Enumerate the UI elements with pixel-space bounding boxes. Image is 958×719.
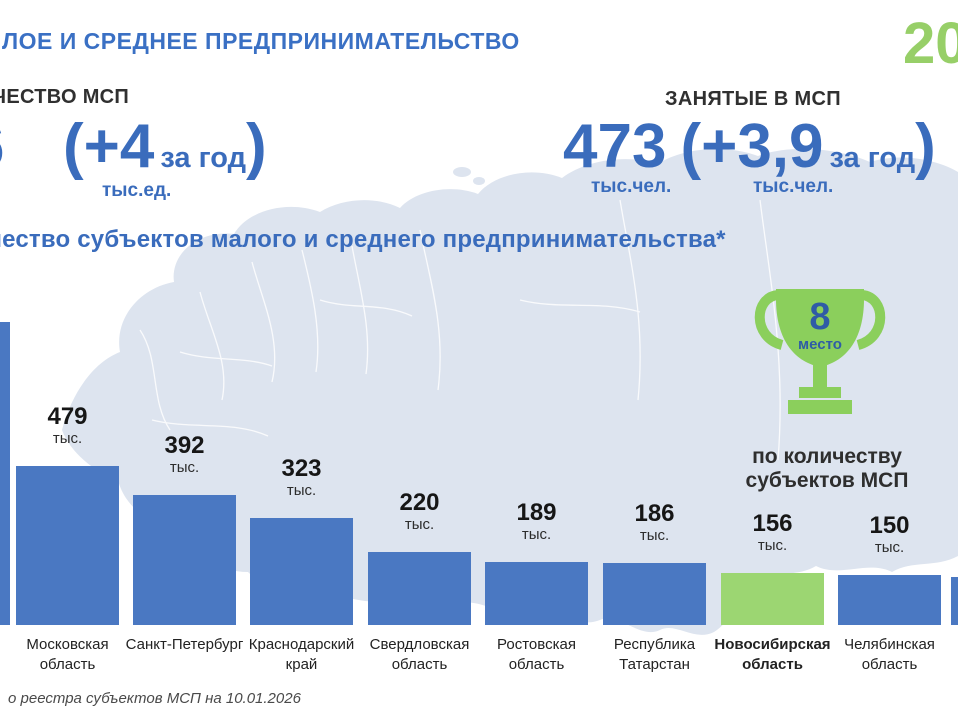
bar [603, 563, 706, 625]
delta-value: +4 [83, 112, 155, 181]
partial-bar-right-edge [951, 577, 958, 625]
kpi-employed-delta-unit: тыс.чел. [753, 176, 834, 197]
bar-category-label: Республика Татарстан [613, 636, 696, 673]
bar-value: 189 [516, 499, 557, 526]
bar [485, 562, 588, 625]
bar-value: 479 [47, 403, 88, 430]
paren-close: ) [915, 112, 936, 181]
kpi-sme-count-label: ЧЕСТВО МСП [0, 86, 130, 108]
bar [16, 466, 119, 625]
paren-open: ( [63, 112, 84, 181]
delta-value: +3,9 [701, 112, 824, 181]
bar [721, 573, 824, 625]
bar-category-label: Свердловская область [369, 636, 470, 673]
paren-close: ) [246, 112, 267, 181]
map-region-borders [139, 199, 781, 461]
bar [838, 575, 941, 625]
kpi-sme-count-unit: тыс.ед. [102, 180, 172, 201]
bar-value: 150 [869, 512, 910, 539]
year-badge: 20 [903, 11, 958, 76]
map-islands [297, 167, 563, 275]
bar-value-block: 156 тыс. [721, 510, 824, 555]
bar-unit: тыс. [286, 482, 317, 500]
delta-period: за год [160, 142, 247, 174]
bar-value: 186 [634, 500, 675, 527]
bar-unit: тыс. [52, 430, 83, 448]
chart-title: чество субъектов малого и среднего предп… [0, 226, 726, 253]
bar-unit: тыс. [639, 527, 670, 545]
bar [368, 552, 471, 625]
kpi-employed-value-row: 473 ( +3,9 за год ) [563, 116, 936, 178]
bar-category-label: Московская область [26, 636, 109, 673]
page-title: ЛОЕ И СРЕДНЕЕ ПРЕДПРИНИМАТЕЛЬСТВО [2, 28, 520, 54]
bar-value-block: 150 тыс. [838, 512, 941, 557]
employed-value: 473 [563, 112, 667, 181]
bar-value-block: 186 тыс. [603, 500, 706, 545]
bar-category-label: Челябинская область [844, 636, 935, 673]
bar-category-label: Новосибирская область [714, 636, 831, 673]
kpi-employed-label: ЗАНЯТЫЕ В МСП [665, 88, 841, 110]
footnote: о реестра субъектов МСП на 10.01.2026 [8, 690, 301, 707]
partial-bar-left-edge [0, 322, 10, 625]
kpi-sme-count-delta: ( +4 за год ) [63, 116, 267, 178]
rank-caption: по количеству субъектов МСП [745, 445, 909, 493]
kpi-employed-unit: тыс.чел. [591, 176, 672, 197]
bar [250, 518, 353, 625]
bar-value: 323 [281, 455, 322, 482]
bar-value: 220 [399, 489, 440, 516]
rank-word: место [798, 336, 842, 353]
bar-unit: тыс. [169, 459, 200, 477]
delta-period: за год [829, 142, 916, 174]
bar-unit: тыс. [521, 526, 552, 544]
bar-value-block: 323 тыс. [250, 455, 353, 500]
bar-category-label: Санкт-Петербург [125, 636, 244, 653]
bar-category-label: Ростовская область [497, 636, 576, 673]
bar-unit: тыс. [404, 516, 435, 534]
bar-unit: тыс. [874, 539, 905, 557]
bar-unit: тыс. [757, 537, 788, 555]
bar-value-block: 189 тыс. [485, 499, 588, 544]
bar-category-label: Краснодарский край [248, 636, 355, 673]
bar-value-block: 220 тыс. [368, 489, 471, 534]
rank-number: 8 [809, 296, 830, 338]
trophy-icon: 8 место [752, 283, 888, 433]
bar-value: 156 [752, 510, 793, 537]
bar-value-block: 479 тыс. [16, 403, 119, 448]
bar-value-block: 392 тыс. [133, 432, 236, 477]
bar [133, 495, 236, 625]
kpi-sme-count-value-fragment: 6 [0, 116, 4, 178]
paren-open: ( [680, 112, 702, 181]
bar-value: 392 [164, 432, 205, 459]
